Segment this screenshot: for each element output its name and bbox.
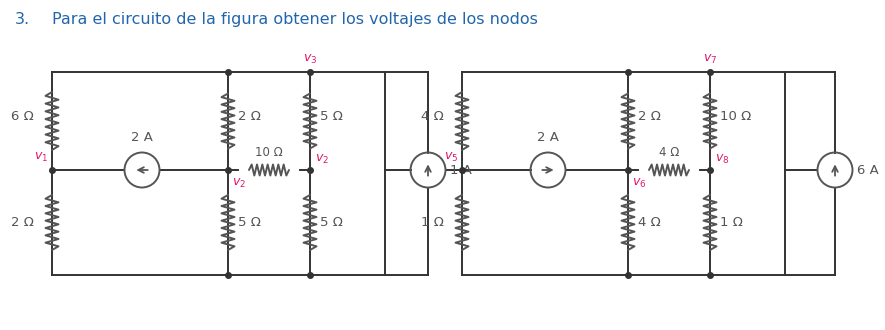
Text: 2 Ω: 2 Ω bbox=[238, 111, 261, 123]
Text: 1 Ω: 1 Ω bbox=[421, 216, 444, 229]
Text: 4 Ω: 4 Ω bbox=[658, 146, 679, 159]
Text: $v_2$: $v_2$ bbox=[232, 177, 246, 190]
Text: 5 Ω: 5 Ω bbox=[238, 216, 261, 229]
Text: $v_1$: $v_1$ bbox=[34, 151, 48, 164]
Text: $v_3$: $v_3$ bbox=[303, 53, 317, 66]
Text: 6 Ω: 6 Ω bbox=[12, 111, 34, 123]
Text: 6 A: 6 A bbox=[857, 163, 879, 177]
Text: 10 Ω: 10 Ω bbox=[255, 146, 283, 159]
Text: 4 Ω: 4 Ω bbox=[638, 216, 661, 229]
Text: 5 Ω: 5 Ω bbox=[320, 216, 342, 229]
Text: 1 A: 1 A bbox=[450, 163, 472, 177]
Text: $v_7$: $v_7$ bbox=[703, 53, 717, 66]
Text: 2 A: 2 A bbox=[537, 131, 559, 144]
Text: 5 Ω: 5 Ω bbox=[320, 111, 342, 123]
Text: $v_2$: $v_2$ bbox=[315, 153, 329, 166]
Text: 4 Ω: 4 Ω bbox=[421, 111, 444, 123]
Text: 10 Ω: 10 Ω bbox=[720, 111, 751, 123]
Text: 2 Ω: 2 Ω bbox=[638, 111, 661, 123]
Text: $v_5$: $v_5$ bbox=[443, 151, 458, 164]
Text: 2 Ω: 2 Ω bbox=[12, 216, 34, 229]
Text: 1 Ω: 1 Ω bbox=[720, 216, 743, 229]
Text: Para el circuito de la figura obtener los voltajes de los nodos: Para el circuito de la figura obtener lo… bbox=[52, 12, 538, 27]
Text: $v_8$: $v_8$ bbox=[715, 153, 729, 166]
Text: 3.: 3. bbox=[15, 12, 30, 27]
Text: $v_6$: $v_6$ bbox=[632, 177, 646, 190]
Text: 2 A: 2 A bbox=[131, 131, 153, 144]
